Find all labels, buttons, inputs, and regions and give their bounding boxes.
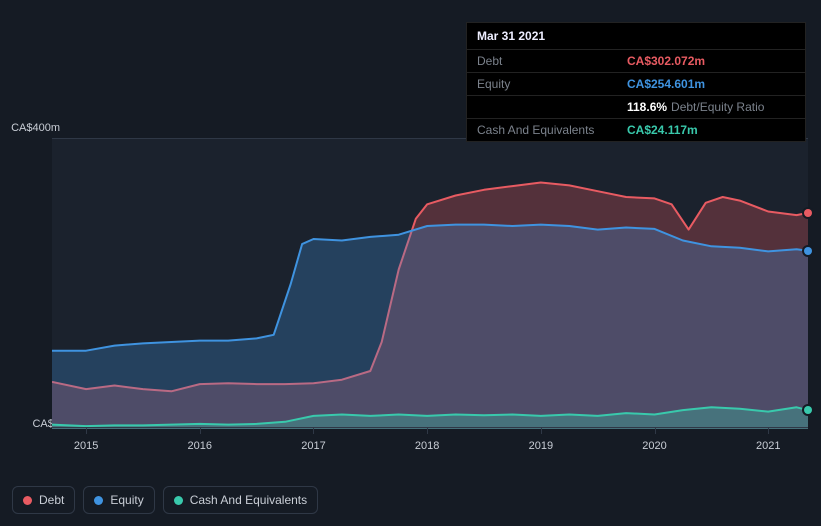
tooltip-value: CA$254.601m [627, 77, 705, 91]
legend-swatch [174, 496, 183, 505]
legend-item-cash-and-equivalents[interactable]: Cash And Equivalents [163, 486, 318, 514]
tooltip-value: CA$302.072m [627, 54, 705, 68]
xtick-line [313, 428, 314, 434]
tooltip-value: 118.6% [627, 100, 667, 114]
xtick-line [655, 428, 656, 434]
tooltip-label: Cash And Equivalents [477, 123, 627, 137]
tooltip-row: EquityCA$254.601m [467, 73, 805, 96]
xtick-line [427, 428, 428, 434]
legend-item-equity[interactable]: Equity [83, 486, 154, 514]
legend-swatch [23, 496, 32, 505]
legend-label: Debt [39, 493, 64, 507]
chart-tooltip: Mar 31 2021 DebtCA$302.072mEquityCA$254.… [466, 22, 806, 142]
legend-label: Cash And Equivalents [190, 493, 307, 507]
xtick-label: 2016 [188, 440, 212, 452]
xtick-label: 2021 [756, 440, 780, 452]
xtick-label: 2015 [74, 440, 98, 452]
end-dot-equity [804, 247, 812, 255]
tooltip-secondary: Debt/Equity Ratio [671, 100, 764, 114]
xtick-line [200, 428, 201, 434]
legend-swatch [94, 496, 103, 505]
xtick-label: 2019 [529, 440, 553, 452]
tooltip-row: DebtCA$302.072m [467, 50, 805, 73]
xtick-line [541, 428, 542, 434]
legend-label: Equity [110, 493, 143, 507]
ytick-top: CA$400m [11, 122, 60, 134]
legend: Debt Equity Cash And Equivalents [12, 486, 318, 514]
area-equity [52, 225, 808, 429]
tooltip-row: 118.6% Debt/Equity Ratio [467, 96, 805, 119]
plot-area[interactable] [52, 138, 808, 428]
tooltip-label: Debt [477, 54, 627, 68]
tooltip-value: CA$24.117m [627, 123, 698, 137]
xtick-label: 2017 [301, 440, 325, 452]
xtick-label: 2020 [642, 440, 666, 452]
end-dot-debt [804, 209, 812, 217]
end-dot-cash-and-equivalents [804, 406, 812, 414]
debt-equity-chart: CA$400m CA$0 201520162017201820192020202… [12, 110, 809, 470]
tooltip-label [477, 100, 627, 114]
tooltip-label: Equity [477, 77, 627, 91]
tooltip-row: Cash And EquivalentsCA$24.117m [467, 119, 805, 141]
xtick-label: 2018 [415, 440, 439, 452]
xtick-line [768, 428, 769, 434]
zero-line [52, 427, 808, 428]
x-axis: 2015 2016 2017 2018 2019 2020 2021 [52, 440, 808, 460]
legend-item-debt[interactable]: Debt [12, 486, 75, 514]
tooltip-date: Mar 31 2021 [467, 23, 805, 50]
xtick-line [86, 428, 87, 434]
